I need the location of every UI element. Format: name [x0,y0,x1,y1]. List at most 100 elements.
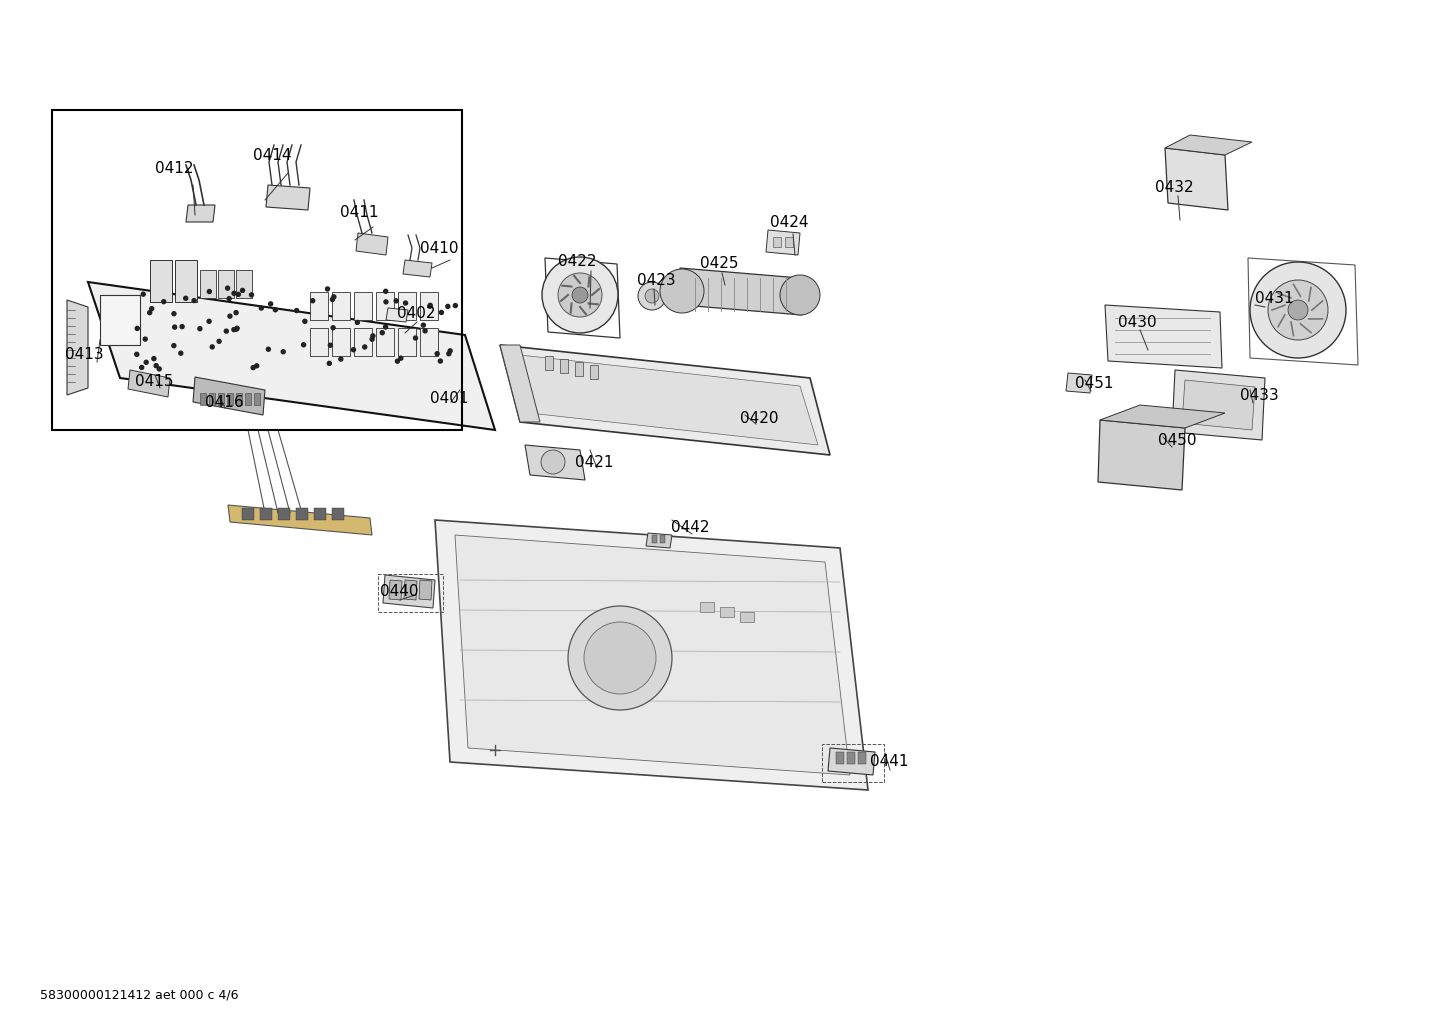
Circle shape [134,353,138,357]
Circle shape [330,298,335,302]
Circle shape [172,343,176,347]
Bar [575,362,583,376]
Bar [174,260,198,302]
Circle shape [268,302,273,306]
Circle shape [251,366,255,370]
Circle shape [218,339,221,343]
Circle shape [384,300,388,304]
Polygon shape [420,580,433,600]
Polygon shape [99,294,140,345]
Circle shape [260,306,264,310]
Circle shape [157,367,162,371]
Circle shape [172,312,176,316]
Polygon shape [88,282,495,430]
Circle shape [173,325,177,329]
Circle shape [399,357,402,360]
Bar [420,292,438,320]
Polygon shape [1172,370,1265,440]
Circle shape [327,362,332,366]
Bar [740,612,754,622]
Bar [846,752,855,764]
Bar [398,292,415,320]
Text: 0430: 0430 [1118,315,1156,329]
Text: 0402: 0402 [397,306,435,321]
Circle shape [208,319,211,323]
Text: 0431: 0431 [1255,290,1293,306]
Circle shape [542,257,619,333]
Circle shape [363,345,366,348]
Bar [242,508,254,520]
Polygon shape [193,377,265,415]
Circle shape [435,352,440,356]
Circle shape [558,273,601,317]
Circle shape [303,319,307,323]
Bar [254,393,260,405]
Text: 0432: 0432 [1155,179,1194,195]
Bar [353,292,372,320]
Polygon shape [456,535,849,775]
Polygon shape [66,300,88,395]
Text: 0412: 0412 [154,161,193,175]
Bar [822,744,884,782]
Circle shape [144,361,149,364]
Text: 0410: 0410 [420,240,459,256]
Polygon shape [389,580,402,600]
Bar [310,292,327,320]
Bar [660,535,665,543]
Circle shape [384,289,388,293]
Circle shape [1250,262,1345,358]
Circle shape [414,336,418,340]
Polygon shape [1182,380,1255,430]
Circle shape [208,289,212,293]
Polygon shape [1097,420,1185,490]
Text: 0440: 0440 [381,585,418,599]
Circle shape [249,292,254,297]
Circle shape [281,350,286,354]
Text: 0441: 0441 [870,754,908,769]
Polygon shape [1066,373,1092,393]
Circle shape [141,292,146,297]
Text: 0425: 0425 [699,256,738,270]
Bar [52,110,461,430]
Circle shape [371,334,375,338]
Bar [836,752,844,764]
Circle shape [568,606,672,710]
Circle shape [180,325,185,328]
Circle shape [329,343,332,347]
Circle shape [274,308,277,312]
Circle shape [241,288,245,292]
Polygon shape [1100,405,1226,428]
Polygon shape [500,345,539,422]
Circle shape [332,326,335,330]
Circle shape [136,326,140,330]
Bar [720,607,734,616]
Bar [376,292,394,320]
Circle shape [448,348,453,353]
Circle shape [371,337,373,341]
Circle shape [1268,280,1328,340]
Circle shape [428,305,433,308]
Circle shape [192,299,196,303]
Circle shape [423,329,427,333]
Bar [773,237,782,247]
Circle shape [234,327,238,331]
Circle shape [352,347,355,352]
Text: 0415: 0415 [136,374,173,388]
Circle shape [637,282,666,310]
Bar [545,356,552,370]
Text: 0401: 0401 [430,390,469,406]
Circle shape [225,286,229,290]
Polygon shape [525,445,585,480]
Bar [353,328,372,356]
Circle shape [438,359,443,363]
Text: 58300000121412 aet 000 c 4/6: 58300000121412 aet 000 c 4/6 [40,988,238,1002]
Bar [378,574,443,612]
Circle shape [267,347,270,352]
Polygon shape [384,575,435,608]
Polygon shape [228,505,372,535]
Polygon shape [265,185,310,210]
Text: 0451: 0451 [1074,375,1113,390]
Bar [332,292,350,320]
Circle shape [236,292,241,297]
Polygon shape [1105,305,1221,368]
